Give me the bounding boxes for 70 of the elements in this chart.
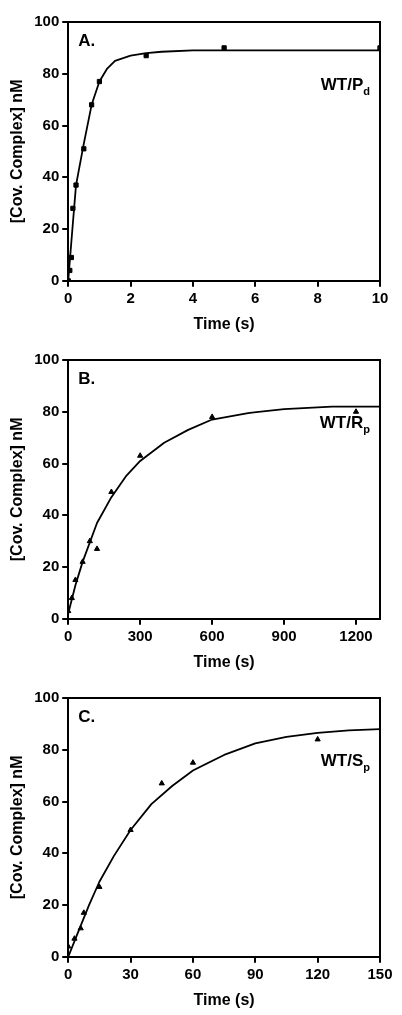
point bbox=[71, 935, 78, 941]
y-tick-label: 40 bbox=[42, 843, 60, 861]
point bbox=[127, 826, 134, 832]
x-tick-label: 60 bbox=[184, 964, 202, 982]
point bbox=[96, 883, 103, 889]
x-tick-label: 90 bbox=[246, 964, 264, 982]
y-tick-label: 60 bbox=[42, 791, 60, 809]
x-axis-title: Time (s) bbox=[193, 314, 255, 332]
point bbox=[314, 735, 321, 742]
point bbox=[108, 488, 115, 494]
y-tick-label: 100 bbox=[34, 12, 60, 30]
annotation: A. bbox=[78, 31, 96, 50]
point bbox=[80, 909, 87, 915]
point bbox=[77, 924, 84, 931]
x-tick-label: 1200 bbox=[339, 626, 373, 644]
point bbox=[68, 254, 74, 261]
y-axis-title: [Cov. Complex] nM bbox=[8, 417, 26, 562]
y-tick-label: 100 bbox=[34, 688, 60, 706]
point bbox=[143, 53, 149, 59]
y-tick-label: 60 bbox=[42, 115, 60, 133]
x-tick-label: 120 bbox=[305, 964, 331, 982]
annotation: C. bbox=[78, 707, 96, 726]
x-tick-label: 0 bbox=[64, 964, 73, 982]
point bbox=[73, 182, 79, 188]
y-tick-label: 40 bbox=[42, 167, 60, 185]
y-tick-label: 80 bbox=[42, 739, 60, 757]
y-tick-label: 40 bbox=[42, 505, 60, 523]
x-tick-label: 0 bbox=[64, 288, 73, 306]
point bbox=[137, 452, 144, 458]
x-tick-label: 8 bbox=[313, 288, 322, 306]
x-tick-label: 4 bbox=[188, 288, 198, 306]
point bbox=[158, 779, 165, 786]
x-tick-label: 6 bbox=[251, 288, 260, 306]
y-tick-label: 0 bbox=[50, 608, 60, 626]
x-tick-label: 10 bbox=[371, 288, 389, 306]
point bbox=[68, 594, 75, 601]
point bbox=[88, 102, 95, 108]
x-tick-label: 150 bbox=[367, 964, 393, 982]
y-axis-title: [Cov. Complex] nM bbox=[8, 755, 26, 900]
y-tick-label: 100 bbox=[34, 350, 60, 368]
y-tick-label: 20 bbox=[42, 219, 60, 237]
y-tick-label: 80 bbox=[42, 401, 60, 419]
point bbox=[81, 146, 87, 152]
y-axis-title: [Cov. Complex] nM bbox=[8, 79, 26, 224]
y-tick-label: 80 bbox=[42, 63, 60, 81]
y-tick-label: 0 bbox=[50, 270, 60, 288]
point bbox=[96, 78, 103, 85]
point bbox=[79, 558, 86, 564]
x-tick-label: 600 bbox=[199, 626, 225, 644]
x-tick-label: 0 bbox=[64, 626, 73, 644]
annotation: B. bbox=[78, 369, 96, 388]
point bbox=[86, 537, 93, 544]
point bbox=[189, 759, 197, 765]
point bbox=[93, 545, 101, 551]
point bbox=[352, 408, 360, 414]
point bbox=[221, 45, 227, 51]
x-axis-title: Time (s) bbox=[193, 652, 255, 670]
y-tick-label: 20 bbox=[42, 895, 60, 913]
x-tick-label: 30 bbox=[122, 964, 139, 982]
point bbox=[70, 205, 76, 211]
point bbox=[68, 267, 73, 274]
point bbox=[72, 576, 79, 582]
y-tick-label: 20 bbox=[42, 557, 60, 575]
x-axis-title: Time (s) bbox=[193, 990, 255, 1008]
y-tick-label: 60 bbox=[42, 453, 60, 471]
x-tick-label: 300 bbox=[127, 626, 153, 644]
y-tick-label: 0 bbox=[50, 946, 60, 964]
x-tick-label: 2 bbox=[126, 288, 135, 306]
point bbox=[209, 413, 216, 419]
x-tick-label: 900 bbox=[271, 626, 297, 644]
